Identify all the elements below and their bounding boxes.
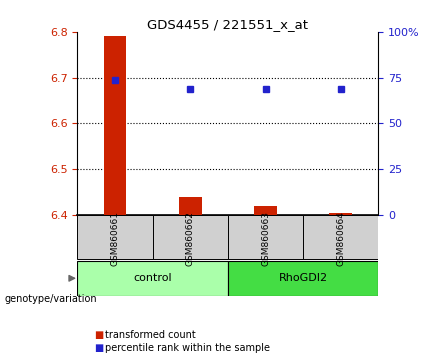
Bar [179, 197, 202, 215]
Title: GDS4455 / 221551_x_at: GDS4455 / 221551_x_at [147, 18, 308, 31]
Text: genotype/variation: genotype/variation [4, 294, 97, 304]
Text: RhoGDI2: RhoGDI2 [279, 273, 328, 283]
Text: GSM860662: GSM860662 [186, 211, 195, 266]
Text: ■: ■ [95, 343, 104, 353]
Bar [329, 213, 352, 215]
Bar [77, 215, 153, 259]
Text: ■: ■ [95, 330, 104, 339]
Text: GSM860661: GSM860661 [111, 211, 120, 266]
Bar [77, 261, 228, 296]
Bar [153, 215, 228, 259]
Text: control: control [133, 273, 172, 283]
Bar [254, 206, 277, 215]
Bar [104, 36, 126, 215]
Bar [303, 215, 378, 259]
Text: GSM860663: GSM860663 [261, 211, 270, 266]
Text: transformed count: transformed count [105, 330, 196, 339]
Text: percentile rank within the sample: percentile rank within the sample [105, 343, 270, 353]
Text: GSM860664: GSM860664 [336, 211, 345, 266]
Bar [228, 215, 303, 259]
Bar [228, 261, 378, 296]
